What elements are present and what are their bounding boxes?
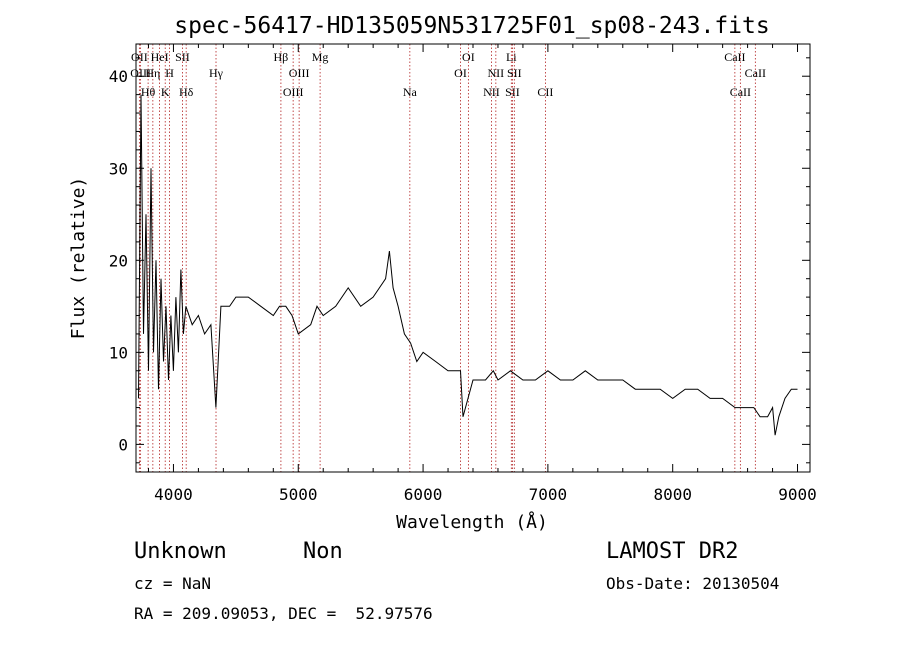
spectral-line-label: Li: [506, 50, 517, 64]
spectral-line-label: OI: [454, 66, 467, 80]
x-axis-label: Wavelength (Å): [396, 511, 548, 533]
ra-dec-coords: RA = 209.09053, DEC = 52.97576: [134, 604, 433, 623]
spectral-line-label: Hη: [145, 66, 160, 80]
x-tick-label: 8000: [653, 485, 692, 504]
spectral-line-label: CaII: [724, 50, 745, 64]
spectral-line-label: SII: [507, 66, 522, 80]
spectral-line-label: CaII: [730, 85, 751, 99]
spectral-line-label: OIII: [283, 85, 304, 99]
plot-frame: [135, 43, 811, 473]
redshift-cz: cz = NaN: [134, 574, 212, 593]
spectral-line-label: CII: [537, 85, 553, 99]
object-class: Unknown: [134, 539, 227, 564]
spectral-line-label: H: [165, 66, 174, 80]
x-tick-label: 4000: [154, 485, 193, 504]
spectral-line-label: Hβ: [274, 50, 289, 64]
spectral-line-label: Hθ: [141, 85, 156, 99]
spectral-line-label: NII: [483, 85, 500, 99]
spectral-line-label: OIII: [130, 66, 151, 80]
spectral-line-label: CaII: [745, 66, 766, 80]
x-tick-label: 6000: [404, 485, 443, 504]
obs-date: Obs-Date: 20130504: [606, 574, 780, 593]
x-tick-label: 9000: [778, 485, 817, 504]
y-axis-label: Flux (relative): [68, 177, 89, 340]
object-subclass: Non: [303, 539, 343, 564]
chart-title: spec-56417-HD135059N531725F01_sp08-243.f…: [174, 13, 769, 39]
spectral-line-label: NII: [488, 66, 505, 80]
spectral-line-label: K: [161, 85, 170, 99]
spectral-line-label: SII: [505, 85, 520, 99]
spectral-line-label: OIII: [289, 66, 310, 80]
x-tick-label: 5000: [279, 485, 318, 504]
spectral-line-label: OI: [462, 50, 475, 64]
survey-name: LAMOST DR2: [606, 539, 739, 564]
x-tick-label: 7000: [529, 485, 568, 504]
spectral-line-label: Na: [403, 85, 418, 99]
y-tick-label: 30: [109, 159, 128, 178]
y-tick-label: 10: [109, 343, 128, 362]
axis-ticks: 4000 5000 6000 7000 8000 9000 0 10 20 30 40: [109, 44, 817, 504]
y-tick-label: 40: [109, 67, 128, 86]
y-tick-label: 0: [118, 435, 128, 454]
spectral-line-markers: OIIOIIIHθHηHeIKHSIIHδHγHβOIIIOIIIMgNaOIO…: [130, 44, 766, 472]
spectral-line-label: HeI: [151, 50, 169, 64]
y-tick-label: 20: [109, 251, 128, 270]
spectral-line-label: OII: [131, 50, 148, 64]
spectral-line-label: Hγ: [209, 66, 224, 80]
spectral-line-label: Mg: [312, 50, 329, 64]
spectral-line-label: SII: [175, 50, 190, 64]
spectrum-series-line: [138, 94, 798, 436]
spectral-line-label: Hδ: [179, 85, 194, 99]
